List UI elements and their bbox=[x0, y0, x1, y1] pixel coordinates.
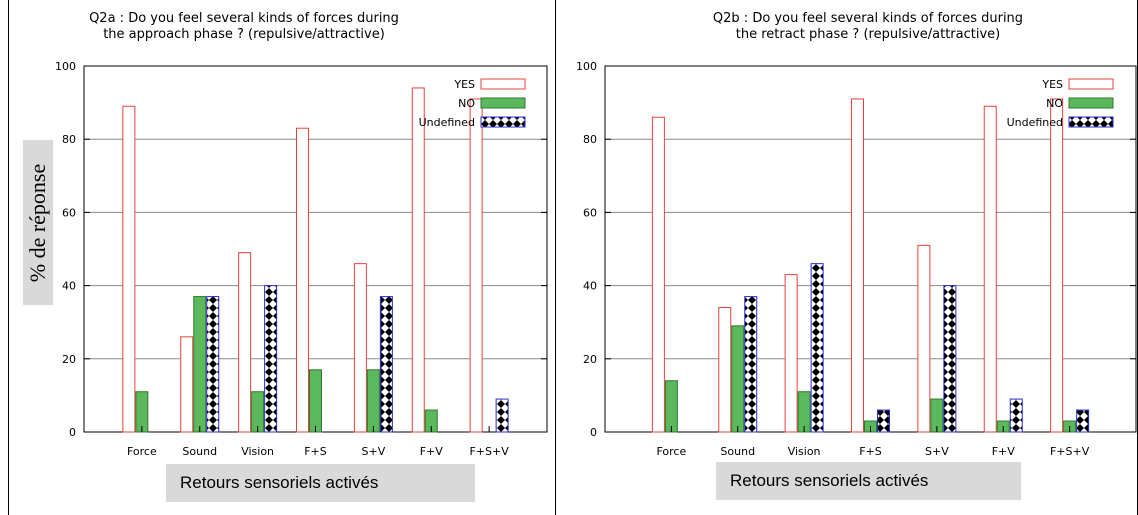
x-axis-label-approach: Retours sensoriels activés bbox=[166, 464, 475, 502]
y-tick-label: 20 bbox=[583, 353, 597, 366]
y-tick-label: 20 bbox=[62, 353, 76, 366]
bar-no bbox=[135, 391, 149, 433]
legend-swatch-no bbox=[1068, 97, 1114, 109]
y-tick-label: 0 bbox=[69, 426, 76, 439]
y-tick-label: 60 bbox=[583, 206, 597, 219]
bar-yes bbox=[983, 105, 997, 433]
y-axis-label-box: % de réponse bbox=[23, 140, 53, 305]
bar-yes bbox=[296, 127, 309, 433]
y-tick-label: 80 bbox=[583, 133, 597, 146]
x-tick-label: F+S bbox=[859, 445, 882, 458]
x-tick-label: Sound bbox=[182, 445, 217, 458]
bar-yes bbox=[651, 116, 665, 433]
bar-undefined bbox=[264, 285, 278, 433]
x-tick-label: F+S bbox=[304, 445, 327, 458]
x-tick-label: Vision bbox=[241, 445, 274, 458]
bar-yes bbox=[851, 98, 864, 433]
chart-title-line1: Q2b : Do you feel several kinds of force… bbox=[713, 11, 1023, 26]
legend-label: NO bbox=[1046, 97, 1063, 110]
y-tick-label: 100 bbox=[55, 60, 76, 73]
bar-yes bbox=[917, 244, 931, 433]
bar-undefined bbox=[1076, 409, 1090, 433]
legend-label: YES bbox=[1041, 78, 1063, 91]
x-tick-label: Force bbox=[656, 445, 686, 458]
legend-label: YES bbox=[453, 78, 475, 91]
bar-undefined bbox=[1009, 398, 1023, 433]
chart-title-line2: the retract phase ? (repulsive/attractiv… bbox=[736, 27, 1000, 42]
x-axis-label-retract: Retours sensoriels activés bbox=[716, 462, 1021, 500]
bar-no bbox=[309, 369, 322, 433]
bar-undefined bbox=[810, 263, 824, 433]
bar-yes bbox=[238, 252, 252, 433]
bar-yes bbox=[353, 263, 367, 433]
legend-swatch-yes bbox=[1068, 78, 1114, 90]
bar-no bbox=[366, 369, 380, 433]
legend-label: NO bbox=[458, 97, 475, 110]
bar-yes bbox=[180, 336, 194, 433]
legend-label: Undefined bbox=[1007, 116, 1063, 129]
bar-undefined bbox=[495, 398, 509, 433]
bar-chart-approach: Q2a : Do you feel several kinds of force… bbox=[55, 11, 548, 458]
x-tick-label: Force bbox=[127, 445, 157, 458]
bar-yes bbox=[122, 105, 136, 433]
y-axis-label: % de réponse bbox=[25, 163, 50, 282]
x-tick-label: F+S+V bbox=[469, 445, 509, 458]
bar-undefined bbox=[943, 285, 957, 433]
x-tick-label: Sound bbox=[720, 445, 755, 458]
x-tick-label: Vision bbox=[788, 445, 821, 458]
bar-yes bbox=[469, 98, 483, 433]
chart-title-line2: the approach phase ? (repulsive/attracti… bbox=[103, 27, 385, 42]
y-tick-label: 40 bbox=[583, 280, 597, 293]
bar-undefined bbox=[877, 409, 890, 433]
legend-swatch-undefined bbox=[1068, 116, 1114, 128]
bar-yes bbox=[1050, 98, 1064, 433]
bar-chart-retract: Q2b : Do you feel several kinds of force… bbox=[576, 11, 1137, 458]
bar-undefined bbox=[206, 296, 220, 433]
x-tick-label: S+V bbox=[362, 445, 386, 458]
bar-no bbox=[193, 296, 207, 433]
x-tick-label: S+V bbox=[925, 445, 949, 458]
legend-swatch-no bbox=[480, 97, 526, 109]
y-tick-label: 80 bbox=[62, 133, 76, 146]
y-tick-label: 60 bbox=[62, 206, 76, 219]
x-tick-label: F+V bbox=[992, 445, 1016, 458]
y-tick-label: 0 bbox=[590, 426, 597, 439]
bar-no bbox=[664, 380, 678, 433]
chart-panel-retract: Q2b : Do you feel several kinds of force… bbox=[556, 0, 1138, 515]
bar-yes bbox=[784, 274, 798, 433]
bar-no bbox=[797, 391, 811, 433]
bar-yes bbox=[718, 307, 732, 433]
x-tick-label: F+V bbox=[420, 445, 444, 458]
bar-no bbox=[731, 325, 745, 433]
chart-title-line1: Q2a : Do you feel several kinds of force… bbox=[89, 11, 399, 26]
legend-swatch-undefined bbox=[480, 116, 526, 128]
legend-swatch-yes bbox=[480, 78, 526, 90]
legend-label: Undefined bbox=[419, 116, 475, 129]
bar-undefined bbox=[744, 296, 758, 433]
y-tick-label: 100 bbox=[576, 60, 597, 73]
y-tick-label: 40 bbox=[62, 280, 76, 293]
bar-no bbox=[251, 391, 265, 433]
x-tick-label: F+S+V bbox=[1050, 445, 1090, 458]
bar-yes bbox=[411, 87, 425, 433]
bar-undefined bbox=[379, 296, 393, 433]
chart-panel-approach: Q2a : Do you feel several kinds of force… bbox=[8, 0, 556, 515]
